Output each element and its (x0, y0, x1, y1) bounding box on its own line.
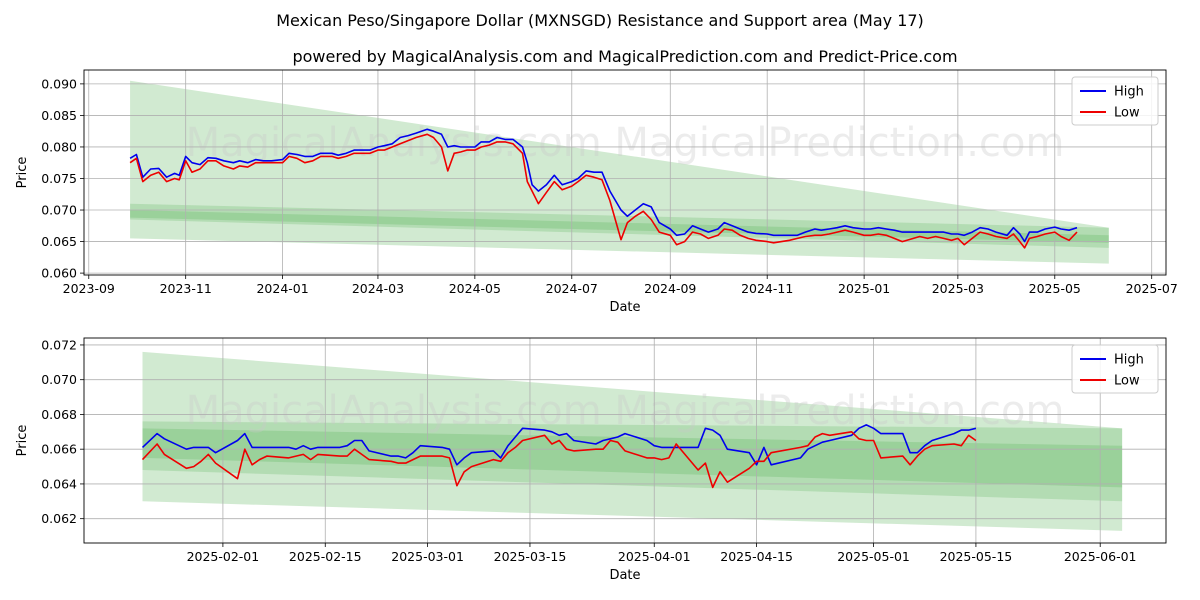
y-tick-label: 0.085 (41, 108, 77, 123)
x-tick-label: 2023-11 (160, 281, 212, 296)
legend-label-high: High (1114, 85, 1144, 100)
x-tick-label: 2025-05 (1029, 281, 1081, 296)
series-high-line (129, 128, 1078, 243)
legend-label-high: High (1114, 353, 1144, 368)
y-tick-label: 0.080 (41, 139, 77, 154)
y-tick-label: 0.066 (41, 442, 77, 457)
x-tick-label: 2025-01 (838, 281, 890, 296)
x-tick-label: 2024-07 (546, 281, 598, 296)
legend: High Low (1071, 76, 1159, 126)
band-3 (142, 428, 1123, 488)
x-tick-label: 2025-03 (932, 281, 984, 296)
bottom-chart-panel: MagicalAnalysis.com MagicalPrediction.co… (15, 337, 1167, 583)
x-tick-label: 2025-02-15 (289, 549, 362, 564)
y-tick-label: 0.090 (41, 76, 77, 91)
series-low-line (129, 133, 1078, 249)
y-tick-label: 0.060 (41, 266, 77, 281)
y-axis-label: Price (15, 425, 30, 457)
x-tick-label: 2024-09 (644, 281, 696, 296)
x-tick-label: 2024-03 (352, 281, 404, 296)
plot-frame (83, 337, 1167, 544)
y-tick-label: 0.064 (41, 476, 77, 491)
x-tick-label: 2025-04-01 (618, 549, 691, 564)
band-2 (142, 421, 1123, 502)
x-tick-label: 2025-06-01 (1064, 549, 1137, 564)
series-low-line (141, 431, 977, 489)
x-tick-label: 2025-05-15 (940, 549, 1013, 564)
x-tick-label: 2025-04-15 (720, 549, 793, 564)
y-tick-label: 0.070 (41, 203, 77, 218)
y-tick-label: 0.062 (41, 511, 77, 526)
x-tick-label: 2025-03-15 (494, 549, 567, 564)
x-axis-label: Date (609, 568, 640, 583)
x-tick-label: 2024-11 (741, 281, 793, 296)
y-tick-label: 0.072 (41, 337, 77, 352)
x-tick-label: 2023-09 (63, 281, 115, 296)
watermark: MagicalAnalysis.com MagicalPrediction.co… (186, 120, 1065, 166)
y-tick-label: 0.068 (41, 407, 77, 422)
plot-frame (83, 69, 1167, 276)
legend-label-low: Low (1114, 374, 1140, 389)
legend-label-low: Low (1114, 106, 1140, 121)
x-tick-label: 2024-01 (256, 281, 308, 296)
top-chart-panel: MagicalAnalysis.com MagicalPrediction.co… (15, 69, 1178, 315)
x-tick-label: 2024-05 (449, 281, 501, 296)
y-tick-label: 0.075 (41, 171, 77, 186)
watermark: MagicalAnalysis.com MagicalPrediction.co… (186, 388, 1065, 434)
plot-area (84, 70, 1166, 275)
chart-subtitle: powered by MagicalAnalysis.com and Magic… (292, 47, 957, 66)
x-tick-label: 2025-07 (1126, 281, 1178, 296)
x-tick-label: 2025-05-01 (837, 549, 910, 564)
y-axis-label: Price (15, 157, 30, 189)
band-1 (142, 351, 1123, 531)
y-tick-label: 0.070 (41, 372, 77, 387)
chart-title: Mexican Peso/Singapore Dollar (MXNSGD) R… (276, 11, 924, 30)
x-tick-label: 2025-02-01 (187, 549, 260, 564)
y-tick-label: 0.065 (41, 234, 77, 249)
series-high-line (141, 424, 977, 466)
x-axis-label: Date (609, 300, 640, 315)
plot-area (84, 338, 1166, 543)
legend: High Low (1071, 344, 1159, 394)
x-tick-label: 2025-03-01 (391, 549, 464, 564)
